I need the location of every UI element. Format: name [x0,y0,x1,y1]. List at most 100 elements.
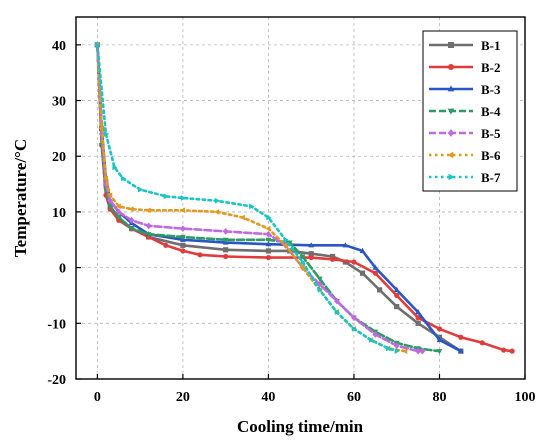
y-tick-label: 40 [52,39,66,54]
data-point-B-4 [222,237,229,243]
x-axis-title: Cooling time/min [237,417,364,436]
data-point-B-7 [95,41,101,48]
legend: B-1 B-2 B-3 B-4 B-5 B-6 B-7 [422,30,518,192]
legend-label-B-2: B-2 [481,60,501,75]
y-tick-label: 30 [52,95,66,110]
legend-label-B-3: B-3 [481,82,501,97]
legend-marker-B-6 [447,151,454,159]
data-point-B-7 [300,259,306,265]
data-point-B-3 [359,247,366,253]
data-point-B-4 [299,254,306,260]
data-point-B-2 [501,347,507,353]
data-point-B-1 [180,242,186,248]
data-point-B-2 [308,254,314,261]
data-point-B-1 [265,248,272,254]
series-B-5 [94,41,426,355]
legend-marker-B-1 [448,42,454,48]
axis-ticks: 0 20 40 60 80 100 -20 -10 0 10 20 30 40 [47,39,535,405]
data-point-B-2 [329,256,336,262]
data-point-B-6 [145,207,151,214]
data-point-B-2 [415,315,421,321]
data-point-B-4 [107,204,114,210]
data-point-B-2 [180,248,186,254]
plot-frame [75,16,526,380]
data-point-B-5 [265,230,272,238]
y-tick-label: 20 [52,150,66,165]
data-point-B-7 [317,287,323,293]
data-point-B-4 [128,226,135,232]
data-point-B-2 [394,292,400,299]
data-point-B-3 [415,309,421,315]
data-point-B-5 [128,216,135,224]
data-point-B-5 [115,208,122,216]
data-point-B-6 [98,125,104,132]
data-point-B-2 [509,348,515,354]
data-point-B-5 [351,314,357,322]
data-point-B-5 [372,331,379,338]
data-point-B-7 [112,164,118,171]
data-point-B-1 [394,304,400,310]
data-point-B-6 [179,207,185,214]
data-point-B-2 [436,326,443,332]
data-point-B-2 [223,253,229,260]
data-point-B-5 [180,225,186,233]
data-point-B-5 [393,342,400,349]
data-point-B-5 [333,297,340,305]
data-point-B-4 [316,276,323,282]
data-point-B-1 [223,247,229,253]
x-tick-label: 0 [94,390,101,405]
series-line-B-6 [96,43,407,353]
legend-label-B-5: B-5 [481,126,501,141]
data-point-B-1 [359,270,366,276]
data-point-B-2 [372,270,378,276]
data-point-B-2 [197,252,203,258]
data-point-B-6 [213,209,220,215]
legend-marker-B-7 [448,173,455,181]
x-tick-label: 80 [432,390,446,405]
data-point-B-7 [103,131,110,137]
data-point-B-1 [415,320,421,326]
data-point-B-4 [436,349,443,355]
data-point-B-4 [145,232,152,238]
data-point-B-5 [316,280,323,288]
series-line-B-5 [96,43,424,353]
data-point-B-7 [249,203,255,210]
x-tick-label: 40 [261,390,275,405]
data-point-B-3 [265,241,272,247]
data-point-B-2 [265,254,272,261]
data-point-B-3 [342,242,349,248]
data-point-B-7 [180,195,187,201]
series-line-B-7 [96,43,398,353]
data-point-B-4 [265,237,272,243]
data-point-B-2 [351,259,357,265]
series-B-7 [95,41,400,355]
data-point-B-7 [120,175,127,182]
legend-marker-B-3 [447,85,455,92]
data-point-B-7 [138,186,144,193]
data-point-B-5 [222,228,229,235]
data-point-B-2 [163,242,169,248]
data-point-B-7 [283,236,289,243]
data-point-B-7 [351,326,358,332]
y-tick-label: -20 [47,373,66,388]
data-point-B-7 [394,348,400,355]
legend-marker-B-4 [447,108,455,115]
data-point-B-3 [436,336,443,343]
data-point-B-6 [299,264,305,271]
data-point-B-3 [308,242,315,248]
legend-label-B-6: B-6 [481,148,501,163]
legend-label-B-1: B-1 [481,38,501,53]
data-point-B-4 [286,240,293,246]
data-point-B-4 [180,234,186,241]
data-point-B-5 [415,347,421,355]
data-point-B-5 [419,347,426,355]
data-point-B-7 [266,214,272,221]
data-point-B-1 [308,251,314,257]
x-tick-label: 60 [347,390,361,405]
data-point-B-6 [128,206,134,212]
data-point-B-3 [372,264,379,270]
legend-label-B-7: B-7 [481,170,501,185]
data-point-B-3 [457,348,464,354]
series-lines [94,41,515,355]
